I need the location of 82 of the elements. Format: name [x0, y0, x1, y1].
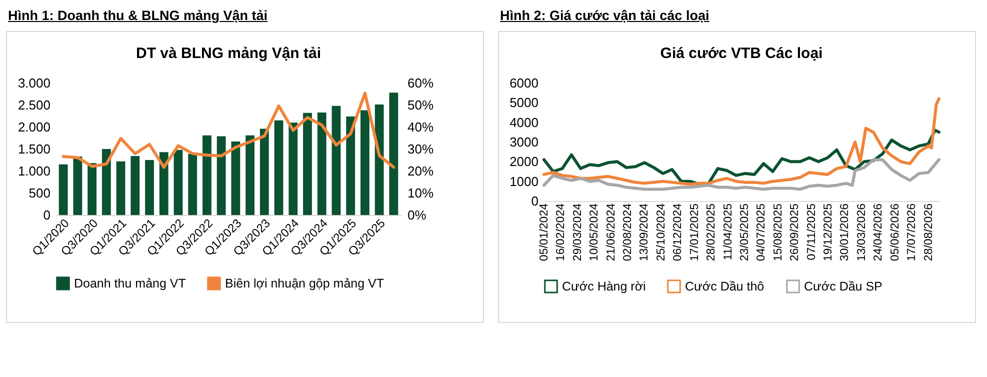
y-tick-label: 5000: [510, 95, 538, 110]
y-tick-label: 1.000: [18, 164, 50, 178]
y2-tick-label: 40%: [408, 120, 434, 134]
y-tick-label: 3000: [510, 134, 538, 150]
bar: [332, 106, 341, 215]
bar: [116, 161, 126, 215]
legend-label: Doanh thu mảng VT: [74, 276, 186, 290]
x-tick-label: 19/12/2025: [822, 204, 835, 262]
bar: [303, 112, 312, 215]
y-tick-label: 3.000: [18, 76, 50, 90]
line-series: [542, 97, 940, 186]
bar: [145, 160, 154, 215]
x-tick-label: 21/06/2024: [605, 202, 618, 262]
legend-label: Cước Dầu thô: [685, 279, 764, 294]
bar: [58, 164, 68, 215]
x-tick-label: 16/02/2024: [555, 202, 568, 262]
legend-label: Cước Hàng rời: [562, 279, 646, 294]
x-tick-label: 28/08/2026: [922, 204, 935, 262]
x-tick-label: 10/05/2024: [588, 202, 601, 262]
x-tick-label: 25/10/2024: [655, 202, 668, 262]
x-tick-label: 24/04/2026: [872, 204, 885, 262]
x-tick-label: 23/05/2025: [738, 204, 751, 262]
x-tick-label: 13/09/2024: [638, 202, 651, 262]
x-tick-label: 07/11/2025: [806, 204, 818, 260]
x-tick-label: 28/02/2025: [706, 204, 718, 262]
y-tick-label: 1.500: [18, 142, 50, 156]
bar: [188, 154, 198, 215]
bar: [73, 156, 82, 215]
y2-tick-label: 0%: [408, 208, 427, 222]
y-tick-label: 0: [531, 194, 538, 208]
line-series: [542, 158, 940, 191]
x-tick-label: 15/08/2025: [772, 204, 784, 262]
x-tick-label: 29/03/2024: [572, 202, 584, 262]
x-tick-label: 05/01/2024: [538, 202, 550, 262]
y-tick-label: 2.500: [18, 98, 50, 112]
legend-label: Cước Dầu SP: [804, 279, 882, 294]
bar: [246, 135, 254, 215]
bar: [174, 150, 183, 215]
y-tick-label: 500: [28, 186, 50, 200]
bar: [346, 116, 356, 215]
bar: [260, 128, 269, 215]
chart-title: Hình 1: Doanh thu & BLNG mảng Vận tải: [8, 8, 268, 23]
y2-tick-label: 20%: [408, 164, 434, 178]
chart-title: Hình 2: Giá cước vận tải các loại: [500, 8, 710, 23]
x-tick-label: 04/07/2025: [756, 204, 768, 262]
legend-label: Biên lợi nhuận gộp mảng VT: [225, 276, 384, 290]
chart-subtitle: DT và BLNG mảng Vận tải: [136, 45, 322, 62]
bar: [274, 120, 284, 215]
line-series: [542, 128, 940, 186]
x-tick-label: 06/12/2024: [672, 202, 684, 262]
x-tick-label: 13/03/2026: [856, 204, 868, 262]
y2-tick-label: 60%: [408, 76, 434, 90]
line-series: [62, 92, 396, 169]
y2-tick-label: 10%: [408, 186, 434, 200]
x-tick-label: 26/09/2025: [789, 204, 802, 262]
x-tick-label: 02/08/2024: [622, 202, 634, 262]
x-tick-label: 11/04/2025: [722, 204, 734, 260]
y-tick-label: 4000: [510, 114, 538, 130]
y2-tick-label: 30%: [408, 142, 434, 156]
bar: [374, 104, 384, 215]
y2-tick-label: 50%: [408, 98, 434, 112]
bar: [130, 156, 140, 215]
y-tick-label: 1000: [510, 174, 538, 189]
bar: [216, 136, 226, 215]
bar: [389, 92, 398, 215]
x-tick-label: 17/01/2025: [688, 204, 701, 262]
x-tick-label: 30/01/2026: [839, 204, 852, 262]
bar: [202, 135, 212, 215]
y-tick-label: 2000: [510, 154, 538, 170]
x-tick-label: 17/07/2026: [906, 204, 918, 262]
bar: [102, 149, 111, 215]
chart-subtitle: Giá cước VTB Các loại: [660, 45, 823, 62]
x-tick-label: 05/06/2026: [889, 204, 902, 262]
bar: [231, 142, 240, 215]
y-tick-label: 2.000: [18, 120, 50, 134]
bar: [317, 112, 326, 215]
bar: [159, 152, 168, 215]
bar: [288, 122, 298, 215]
y-tick-label: 0: [43, 208, 50, 222]
bar: [88, 163, 97, 215]
y-tick-label: 6000: [510, 76, 538, 90]
bar: [360, 110, 370, 215]
